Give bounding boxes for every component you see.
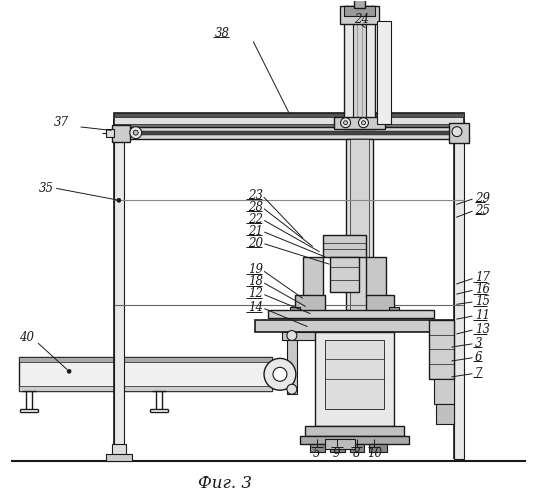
Text: 28: 28 bbox=[248, 200, 263, 213]
Text: 5: 5 bbox=[313, 447, 321, 460]
Text: 24: 24 bbox=[354, 13, 369, 26]
Bar bbox=[429, 320, 454, 380]
Bar bbox=[436, 404, 454, 424]
Text: 9: 9 bbox=[333, 447, 340, 460]
Text: 38: 38 bbox=[215, 26, 230, 40]
Text: Фиг. 3: Фиг. 3 bbox=[198, 475, 252, 492]
Text: 6: 6 bbox=[475, 351, 482, 364]
Text: 40: 40 bbox=[19, 331, 34, 344]
Circle shape bbox=[67, 370, 71, 374]
Bar bbox=[449, 122, 469, 142]
Circle shape bbox=[273, 368, 287, 382]
Circle shape bbox=[130, 126, 142, 138]
Text: 25: 25 bbox=[475, 204, 490, 216]
Circle shape bbox=[359, 118, 368, 128]
Circle shape bbox=[361, 120, 366, 124]
Bar bbox=[19, 358, 272, 362]
Bar bbox=[300, 436, 409, 444]
Circle shape bbox=[287, 384, 297, 394]
Bar bbox=[323, 235, 366, 257]
Bar bbox=[295, 294, 325, 312]
Text: 11: 11 bbox=[475, 309, 490, 322]
Bar bbox=[112, 444, 126, 459]
Bar bbox=[114, 126, 464, 138]
Text: 8: 8 bbox=[353, 447, 360, 460]
Text: 16: 16 bbox=[475, 284, 490, 296]
Bar bbox=[114, 124, 464, 126]
Bar bbox=[366, 257, 386, 296]
Bar bbox=[330, 257, 359, 292]
Bar bbox=[330, 444, 345, 452]
Bar bbox=[353, 0, 366, 8]
Bar bbox=[19, 358, 272, 391]
Bar bbox=[106, 454, 132, 461]
Text: 10: 10 bbox=[367, 447, 382, 460]
Circle shape bbox=[133, 130, 138, 135]
Circle shape bbox=[264, 358, 296, 390]
Bar bbox=[114, 113, 464, 126]
Circle shape bbox=[452, 126, 462, 136]
Bar bbox=[290, 306, 300, 314]
Bar bbox=[350, 444, 365, 452]
Bar bbox=[369, 444, 387, 452]
Bar bbox=[106, 128, 114, 136]
Text: 35: 35 bbox=[39, 182, 54, 195]
Text: 17: 17 bbox=[475, 272, 490, 284]
Bar bbox=[325, 340, 384, 409]
Text: 14: 14 bbox=[248, 301, 263, 314]
Bar bbox=[325, 439, 354, 449]
Text: 23: 23 bbox=[248, 189, 263, 202]
Text: 37: 37 bbox=[54, 116, 69, 129]
Text: 20: 20 bbox=[248, 236, 263, 250]
Text: 29: 29 bbox=[475, 192, 490, 205]
Bar bbox=[287, 340, 297, 394]
Bar bbox=[310, 444, 325, 452]
Bar bbox=[114, 113, 464, 116]
Text: 22: 22 bbox=[248, 212, 263, 226]
Bar bbox=[344, 6, 375, 16]
Bar bbox=[434, 380, 454, 404]
Bar bbox=[346, 138, 373, 310]
Bar bbox=[114, 118, 124, 459]
Circle shape bbox=[340, 118, 351, 128]
Bar bbox=[339, 6, 379, 25]
Circle shape bbox=[287, 330, 297, 340]
Bar bbox=[389, 306, 400, 314]
Bar bbox=[378, 22, 391, 124]
Text: 19: 19 bbox=[248, 264, 263, 276]
Text: 3: 3 bbox=[475, 337, 482, 350]
Text: 13: 13 bbox=[475, 323, 490, 336]
Text: 12: 12 bbox=[248, 288, 263, 300]
Bar bbox=[268, 310, 434, 318]
Bar bbox=[333, 116, 386, 128]
Bar bbox=[366, 294, 394, 312]
Text: 21: 21 bbox=[248, 224, 263, 237]
Circle shape bbox=[117, 198, 121, 202]
Bar bbox=[255, 320, 454, 332]
Bar bbox=[350, 138, 369, 310]
Bar bbox=[19, 386, 272, 391]
Bar bbox=[282, 332, 317, 340]
Circle shape bbox=[344, 120, 347, 124]
Bar bbox=[344, 6, 375, 128]
Text: 15: 15 bbox=[475, 295, 490, 308]
Bar bbox=[454, 118, 464, 459]
Bar bbox=[114, 130, 464, 134]
Bar bbox=[305, 426, 404, 436]
Text: 7: 7 bbox=[475, 367, 482, 380]
Text: 18: 18 bbox=[248, 276, 263, 288]
Bar bbox=[352, 6, 366, 128]
Bar bbox=[303, 257, 323, 296]
Bar bbox=[112, 124, 130, 142]
Bar bbox=[315, 332, 394, 426]
